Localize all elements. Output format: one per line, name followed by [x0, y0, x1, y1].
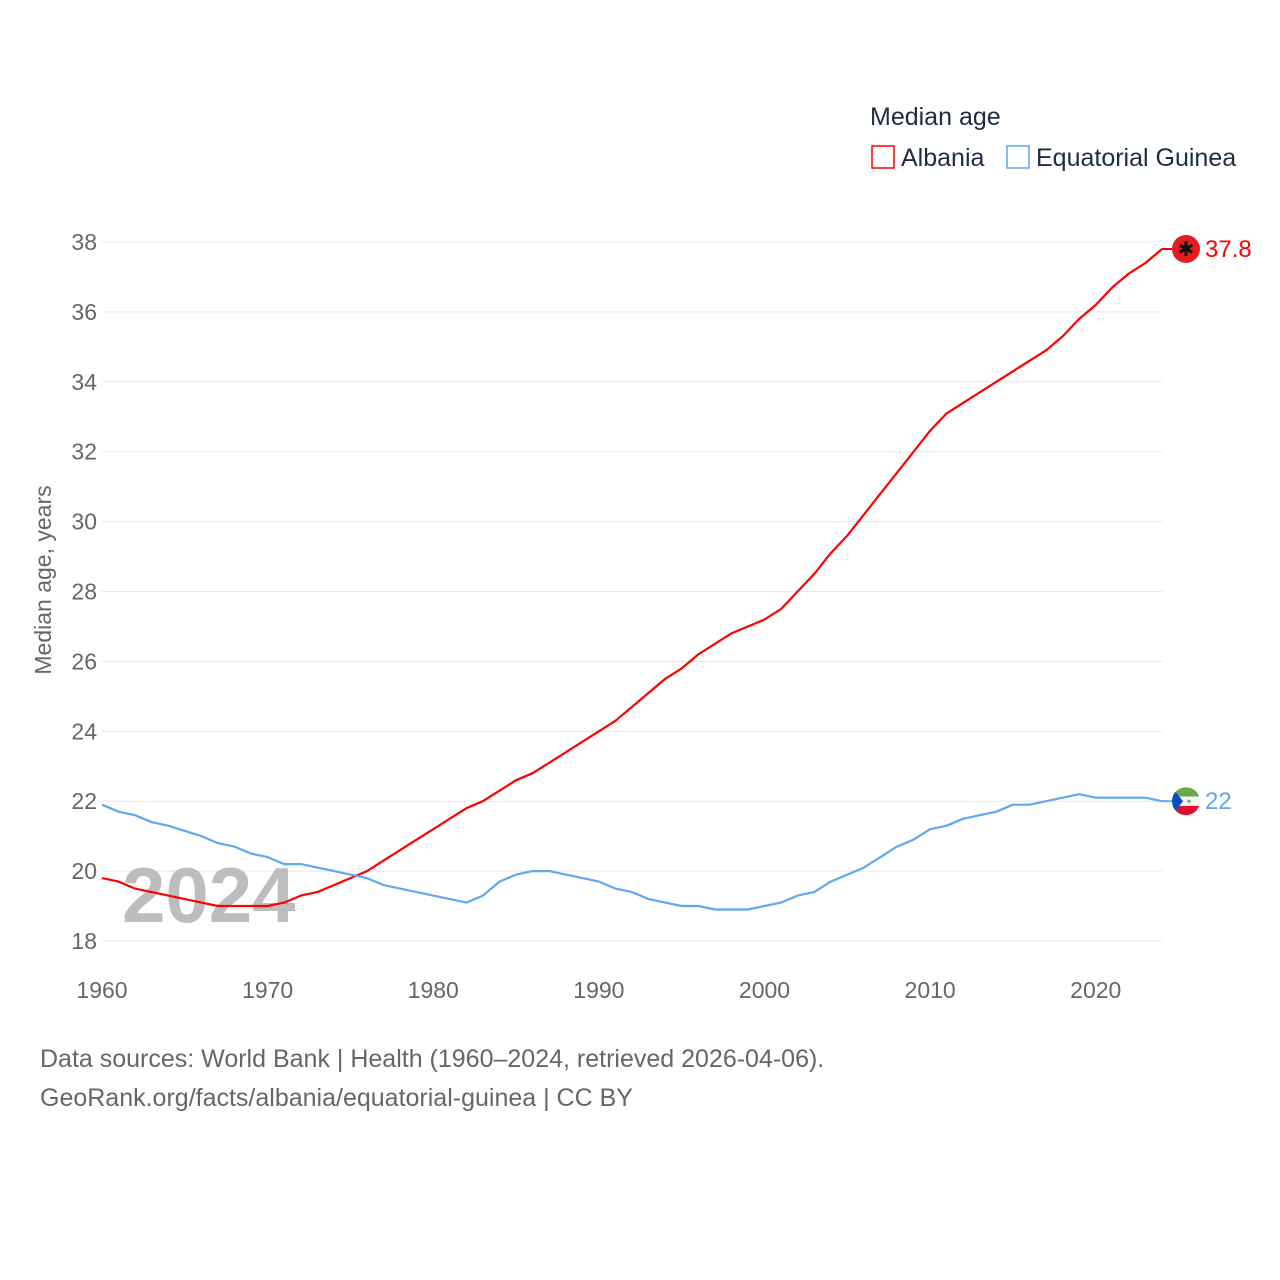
svg-text:✱: ✱ [1178, 239, 1195, 261]
series-end-markers: ✱ 37.8 22 [1162, 234, 1252, 816]
y-tick-label: 24 [71, 718, 97, 744]
end-value-label-albania: 37.8 [1205, 236, 1252, 263]
y-tick-label: 36 [71, 299, 97, 325]
y-tick-label: 20 [71, 858, 97, 884]
attribution-link[interactable]: GeoRank.org/facts/albania/equatorial-gui… [40, 1084, 633, 1112]
y-tick-label: 32 [71, 439, 97, 465]
y-tick-label: 38 [71, 229, 97, 255]
series-line-albania [101, 248, 1163, 908]
legend-item-equatorial-guinea[interactable]: Equatorial Guinea [1006, 144, 1236, 172]
y-axis-label: Median age, years [30, 485, 56, 674]
y-tick-label: 26 [71, 648, 97, 674]
end-value-label-equatorial-guinea: 22 [1205, 788, 1232, 815]
series-line-equatorial-guinea [101, 793, 1163, 911]
watermark-year: 2024 [122, 851, 296, 939]
legend-label-equatorial-guinea: Equatorial Guinea [1036, 144, 1236, 172]
x-tick-label: 1980 [408, 977, 459, 1003]
legend-swatch-equatorial-guinea [1006, 145, 1030, 169]
y-tick-label: 18 [71, 928, 97, 954]
y-tick-label: 22 [71, 788, 97, 814]
x-tick-label: 2020 [1070, 977, 1121, 1003]
legend-item-albania[interactable]: Albania [871, 144, 984, 172]
y-tick-label: 30 [71, 509, 97, 535]
series-lines [101, 248, 1163, 911]
legend-title: Median age [870, 103, 1001, 131]
gridlines [102, 241, 1162, 942]
flag-icon-equatorial-guinea [1172, 787, 1200, 816]
legend-swatch-albania [871, 145, 895, 169]
x-axis-ticks: 1960 1970 1980 1990 2000 2010 2020 [76, 977, 1121, 1003]
x-tick-label: 1970 [242, 977, 293, 1003]
legend-label-albania: Albania [901, 144, 984, 172]
y-tick-label: 28 [71, 579, 97, 605]
x-tick-label: 1960 [76, 977, 127, 1003]
x-tick-label: 1990 [573, 977, 624, 1003]
x-tick-label: 2000 [739, 977, 790, 1003]
flag-icon-albania: ✱ [1172, 234, 1200, 263]
y-axis-ticks: 18 20 22 24 26 28 30 32 34 36 38 [71, 229, 97, 954]
y-tick-label: 34 [71, 369, 97, 395]
legend: Median age Albania Equatorial Guinea [870, 103, 1236, 172]
source-line: Data sources: World Bank | Health (1960–… [40, 1045, 825, 1073]
x-tick-label: 2010 [905, 977, 956, 1003]
